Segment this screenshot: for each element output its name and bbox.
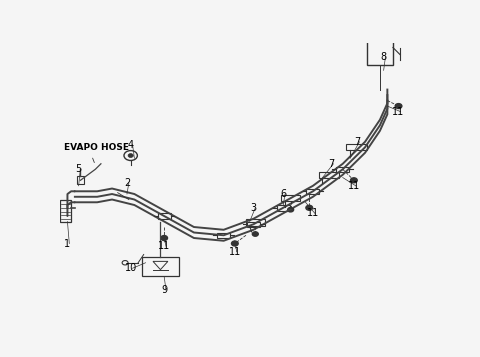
Bar [347,144,367,150]
Text: 11: 11 [392,106,405,117]
Text: 7: 7 [328,159,335,169]
Text: 11: 11 [228,247,241,257]
Bar [142,257,179,276]
Text: 11: 11 [158,241,170,251]
Bar [217,232,230,238]
Text: 9: 9 [161,285,167,295]
Text: 4: 4 [128,140,134,150]
Bar [336,166,349,172]
Circle shape [252,232,258,236]
Text: 5: 5 [75,164,82,174]
Text: 6: 6 [280,189,286,199]
Circle shape [161,236,168,241]
Circle shape [306,205,312,210]
Text: 3: 3 [251,203,256,213]
Bar [246,220,264,226]
Bar [319,172,339,178]
Bar [77,176,84,185]
Text: 7: 7 [354,137,361,147]
Circle shape [288,207,294,212]
Text: 1: 1 [64,238,71,248]
Circle shape [231,241,238,246]
Text: 11: 11 [348,181,360,191]
Text: EVAPO HOSE: EVAPO HOSE [64,143,129,152]
Bar [367,40,393,65]
Circle shape [395,104,402,109]
Text: 8: 8 [381,51,387,62]
Text: 2: 2 [124,178,130,188]
Bar [306,188,320,194]
Circle shape [350,178,357,183]
Bar [157,213,171,219]
Text: 10: 10 [124,263,137,273]
Bar [281,195,300,201]
Circle shape [128,154,133,157]
Bar [60,200,71,221]
Bar [247,221,260,227]
Text: 11: 11 [307,208,319,218]
Bar [276,205,290,211]
